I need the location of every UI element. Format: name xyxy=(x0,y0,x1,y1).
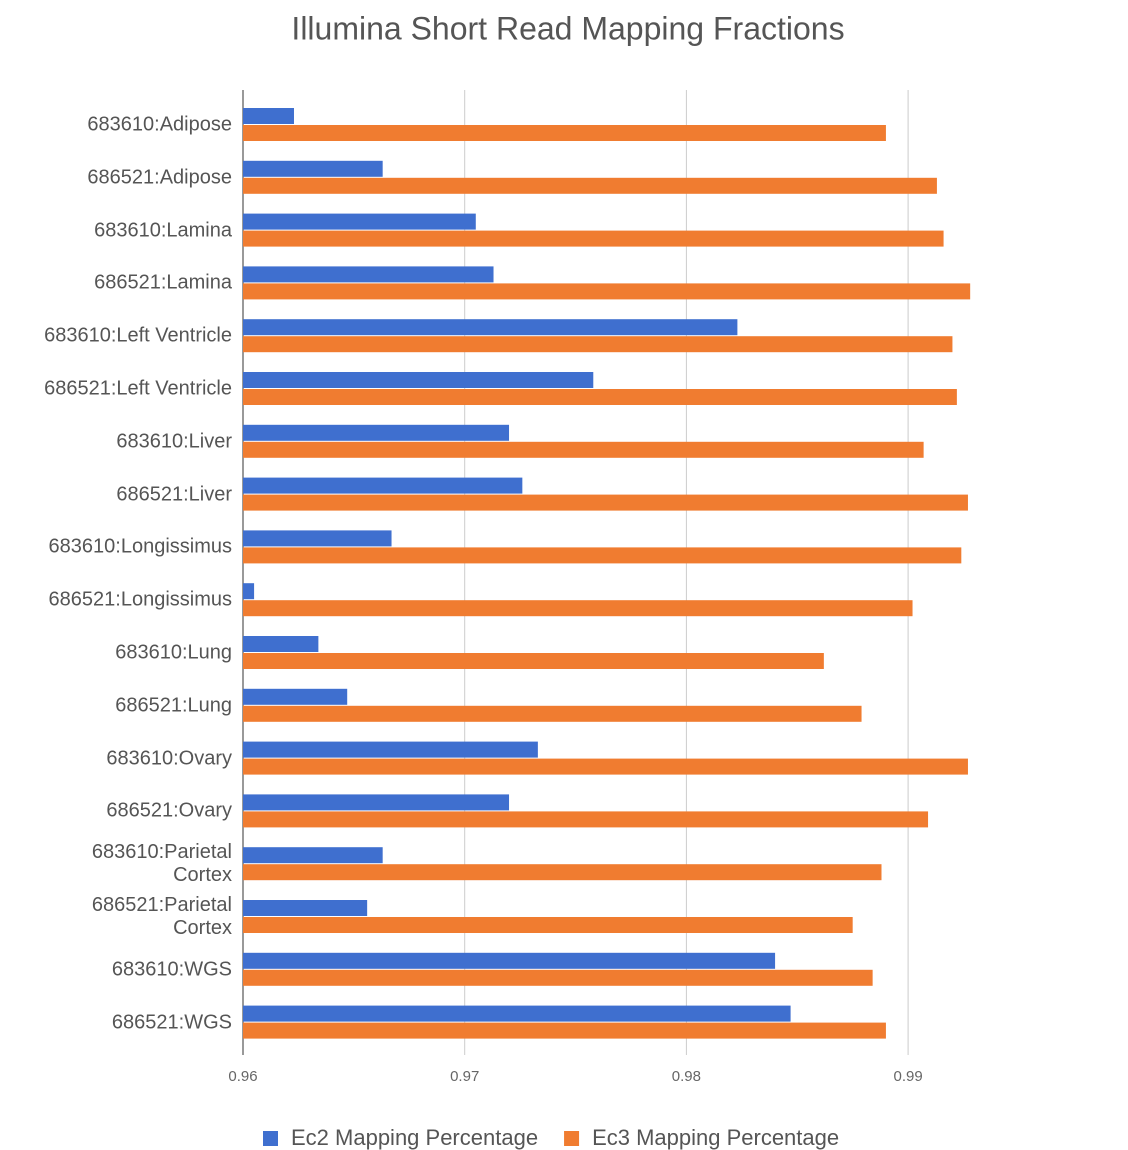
bar xyxy=(243,583,255,600)
x-tick-label: 0.97 xyxy=(450,1068,479,1085)
y-tick-label: 686521:Lamina xyxy=(94,271,232,294)
y-tick-label: 686521:Ovary xyxy=(106,799,232,822)
bar xyxy=(243,741,538,758)
legend-swatch xyxy=(263,1131,278,1146)
bar xyxy=(243,389,957,405)
bar xyxy=(243,266,494,283)
bar xyxy=(243,1005,791,1022)
y-tick-label: 683610:WGS xyxy=(111,958,232,981)
y-tick-label: 683610:Parietal Cortex xyxy=(91,841,232,887)
bar xyxy=(243,864,882,881)
legend-label: Ec2 Mapping Percentage xyxy=(291,1125,538,1150)
bar xyxy=(243,794,510,811)
bar xyxy=(243,636,319,652)
bar xyxy=(243,319,738,336)
bar xyxy=(243,688,348,705)
bar xyxy=(243,424,510,441)
y-tick-label: 683610:Ovary xyxy=(106,747,232,770)
bar xyxy=(243,758,968,775)
bar xyxy=(243,213,476,230)
y-tick-label: 683610:Adipose xyxy=(87,113,232,136)
y-tick-label: 683610:Lamina xyxy=(94,219,232,242)
bar xyxy=(243,705,862,722)
bar xyxy=(243,125,886,141)
y-tick-label: 683610:Longissimus xyxy=(48,535,232,558)
x-tick-label: 0.98 xyxy=(672,1068,701,1085)
x-tick-label: 0.99 xyxy=(893,1068,922,1085)
bar xyxy=(243,336,953,353)
bar xyxy=(243,900,368,916)
y-tick-label: 686521:Left Ventricle xyxy=(44,377,232,400)
bar xyxy=(243,177,937,194)
bar xyxy=(243,917,853,933)
bar xyxy=(243,230,944,247)
bar xyxy=(243,1022,886,1039)
bar xyxy=(243,283,971,300)
y-tick-label: 686521:Lung xyxy=(115,694,232,717)
bar xyxy=(243,441,924,458)
y-tick-label: 686521:Liver xyxy=(116,483,232,506)
x-tick-label: 0.96 xyxy=(228,1068,257,1085)
y-tick-label: 686521:Longissimus xyxy=(48,588,232,611)
y-tick-label: 683610:Left Ventricle xyxy=(44,324,232,347)
bar xyxy=(243,372,594,388)
bar xyxy=(243,160,383,177)
legend-label: Ec3 Mapping Percentage xyxy=(592,1125,839,1150)
bar xyxy=(243,952,776,969)
chart-title: Illumina Short Read Mapping Fractions xyxy=(291,10,844,46)
bar xyxy=(243,547,962,564)
y-tick-label: 683610:Liver xyxy=(116,430,232,453)
bar xyxy=(243,477,523,494)
y-tick-label: 686521:Parietal Cortex xyxy=(91,894,232,939)
bar xyxy=(243,811,929,828)
y-tick-label: 683610:Lung xyxy=(115,641,232,664)
y-tick-label: 686521:WGS xyxy=(111,1011,232,1034)
bar xyxy=(243,108,294,124)
bar xyxy=(243,530,392,547)
bar xyxy=(243,653,824,669)
legend-swatch xyxy=(564,1131,580,1146)
bar xyxy=(243,969,873,986)
y-tick-label: 686521:Adipose xyxy=(87,166,232,189)
bar xyxy=(243,494,968,511)
bar xyxy=(243,847,383,864)
bar xyxy=(243,600,913,617)
